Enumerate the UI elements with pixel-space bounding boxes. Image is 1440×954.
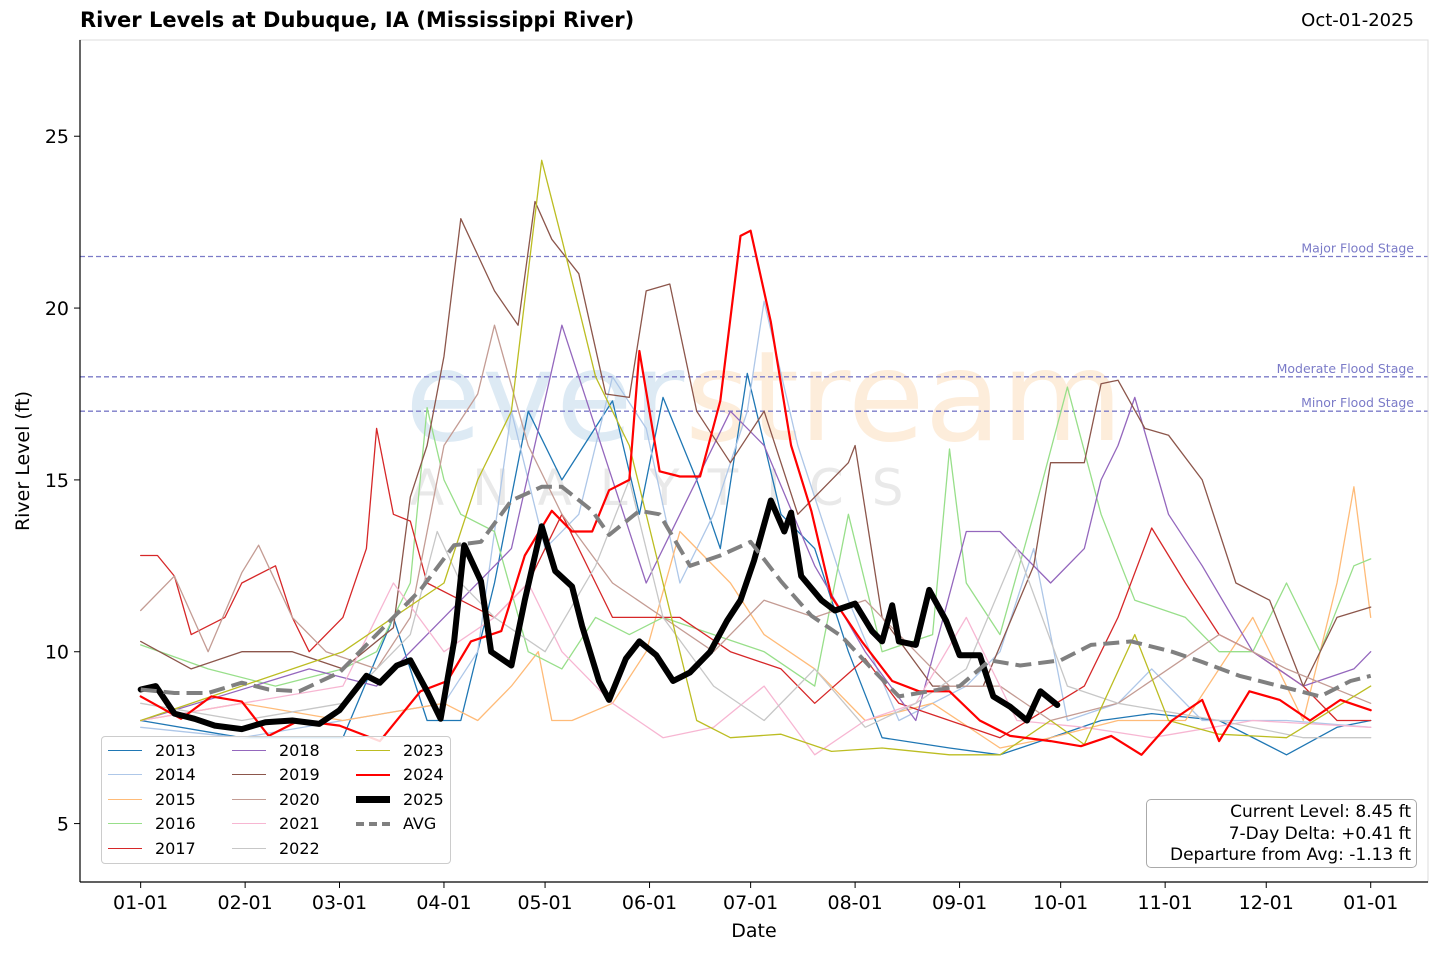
- legend-label: 2021: [279, 814, 320, 833]
- legend-swatch: [108, 774, 142, 775]
- legend-item-2025: 2025: [356, 788, 444, 810]
- y-axis-label: River Level (ft): [12, 391, 34, 531]
- legend-label: 2013: [155, 740, 196, 760]
- series-line-2020: [140, 324, 1372, 722]
- flood-stage-label: Moderate Flood Stage: [1277, 361, 1415, 376]
- series-line-2017: [140, 427, 1372, 739]
- legend-label: 2017: [155, 838, 196, 858]
- legend-item-2019: 2019: [232, 764, 320, 786]
- x-tick-label: 04-01: [416, 892, 471, 914]
- legend-item-avg: AVG: [356, 813, 436, 835]
- series-line-2022: [140, 479, 1372, 739]
- legend-label: AVG: [403, 814, 437, 833]
- x-tick-label: 01-01: [113, 892, 168, 914]
- legend: 2013 2014 2015 2016 2017 2018 2019 2020 2021 2022…: [101, 736, 451, 864]
- current-level: Current Level: 8.45 ft: [1230, 802, 1411, 822]
- legend-item-2023: 2023: [356, 739, 444, 761]
- x-tick-label: 03-01: [312, 892, 367, 914]
- legend-label: 2023: [403, 740, 444, 760]
- legend-item-2020: 2020: [232, 788, 320, 810]
- legend-swatch: [356, 821, 390, 826]
- y-tick-label: 15: [45, 470, 69, 492]
- y-tick-label: 5: [57, 814, 69, 836]
- legend-swatch: [108, 798, 142, 800]
- x-axis-label: Date: [731, 920, 776, 942]
- seven-day-delta: 7-Day Delta: +0.41 ft: [1228, 823, 1411, 844]
- legend-item-2017: 2017: [108, 837, 196, 859]
- legend-item-2015: 2015: [108, 788, 196, 810]
- x-tick-label: 06-01: [622, 892, 677, 914]
- legend-label: 2015: [155, 789, 196, 809]
- legend-swatch: [232, 847, 266, 849]
- series-line-2018: [140, 324, 1372, 722]
- legend-label: 2022: [279, 838, 320, 858]
- x-tick-label: 01-01: [1343, 892, 1398, 914]
- legend-label: 2018: [279, 740, 320, 760]
- legend-swatch: [108, 847, 142, 849]
- date-label: Oct-01-2025: [1301, 10, 1414, 31]
- legend-swatch: [356, 773, 390, 776]
- series-line-2019: [140, 200, 1372, 687]
- everstream-watermark: ever stream ANALYTICS: [405, 325, 1123, 517]
- legend-swatch: [356, 795, 390, 803]
- legend-item-2014: 2014: [108, 764, 196, 786]
- svg-text:ANALYTICS: ANALYTICS: [410, 459, 932, 517]
- x-tick-label: 09-01: [932, 892, 987, 914]
- series-line-2016: [140, 386, 1372, 687]
- legend-item-2013: 2013: [108, 739, 196, 761]
- legend-label: 2024: [403, 765, 444, 784]
- series-line-2013: [140, 372, 1372, 756]
- y-tick-label: 20: [45, 298, 69, 320]
- series-line-2015: [140, 486, 1372, 749]
- series-line-2023: [140, 159, 1372, 756]
- flood-stage-label: Minor Flood Stage: [1301, 395, 1414, 410]
- legend-swatch: [232, 749, 266, 751]
- x-tick-label: 11-01: [1138, 892, 1193, 914]
- series-line-2024: [139, 229, 1372, 756]
- legend-item-2024: 2024: [356, 764, 444, 786]
- svg-text:stream: stream: [685, 325, 1123, 470]
- legend-label: 2016: [155, 814, 196, 833]
- legend-swatch: [232, 823, 266, 824]
- legend-label: 2025: [403, 789, 444, 809]
- y-tick-label: 10: [45, 642, 69, 664]
- departure-from-avg: Departure from Avg: -1.13 ft: [1170, 845, 1411, 865]
- x-tick-label: 10-01: [1033, 892, 1088, 914]
- series-line-avg: [140, 484, 1372, 699]
- x-tick-label: 07-01: [723, 892, 778, 914]
- legend-label: 2020: [279, 789, 320, 809]
- y-tick-label: 25: [45, 126, 69, 148]
- legend-label: 2014: [155, 765, 196, 784]
- legend-item-2016: 2016: [108, 813, 196, 835]
- flood-stage-label: Major Flood Stage: [1301, 241, 1414, 256]
- x-tick-label: 12-01: [1239, 892, 1294, 914]
- legend-swatch: [232, 798, 266, 800]
- legend-swatch: [108, 749, 142, 751]
- legend-swatch: [356, 749, 390, 751]
- x-tick-label: 02-01: [218, 892, 273, 914]
- x-tick-label: 08-01: [827, 892, 882, 914]
- info-box: Current Level: 8.45 ft 7-Day Delta: +0.4…: [1146, 799, 1417, 868]
- legend-item-2021: 2021: [232, 813, 320, 835]
- legend-swatch: [108, 823, 142, 824]
- legend-item-2022: 2022: [232, 837, 320, 859]
- chart-title: River Levels at Dubuque, IA (Mississippi…: [80, 8, 635, 32]
- series-line-2025: [137, 497, 1061, 733]
- legend-swatch: [232, 774, 266, 775]
- x-tick-label: 05-01: [517, 892, 572, 914]
- legend-item-2018: 2018: [232, 739, 320, 761]
- legend-label: 2019: [279, 765, 320, 784]
